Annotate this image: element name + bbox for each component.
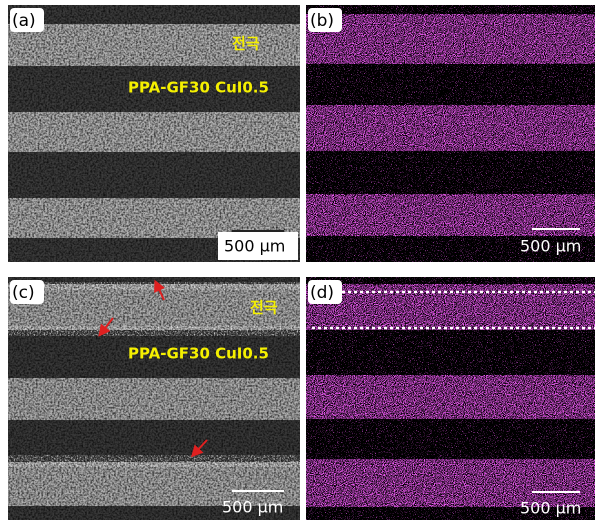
sample-label: PPA-GF30 CuI0.5: [128, 79, 269, 97]
label-box: [308, 280, 342, 304]
panel-label: (d): [310, 283, 334, 303]
arrow: [154, 279, 165, 301]
electrode-label: 전극: [250, 299, 278, 317]
arrow: [98, 317, 114, 337]
copper-band: [306, 105, 595, 151]
copper-band: [306, 459, 595, 507]
scale-label: 500 μm: [520, 237, 581, 256]
texture: [8, 277, 300, 520]
label-box: [10, 280, 44, 304]
panel-b: (b) 500 μm: [306, 5, 595, 262]
scale-label: 500 μm: [222, 498, 283, 517]
texture: [8, 5, 300, 262]
panel-label: (b): [310, 11, 334, 31]
panel-label: (c): [12, 283, 35, 303]
electrode-label: 전극: [232, 35, 260, 53]
edge: [8, 282, 300, 290]
edge: [8, 326, 300, 336]
panel-label: (a): [12, 11, 36, 31]
scale-label: 500 μm: [520, 499, 581, 518]
copper-band: [306, 14, 595, 64]
panel-d: (d) 500 μm: [306, 277, 595, 520]
sample-label: PPA-GF30 CuI0.5: [128, 345, 269, 363]
scale-box: [218, 232, 298, 260]
panel-a: (a) 전극 PPA-GF30 CuI0.5 500 μm: [8, 5, 300, 262]
label-box: [10, 8, 44, 32]
label-box: [308, 8, 342, 32]
edge: [8, 455, 300, 467]
panel-c: (c) 전극 PPA-GF30 CuI0.5 500 μm: [8, 277, 300, 520]
copper-band: [306, 375, 595, 419]
arrow: [190, 439, 208, 458]
scale-label: 500 μm: [224, 237, 285, 256]
